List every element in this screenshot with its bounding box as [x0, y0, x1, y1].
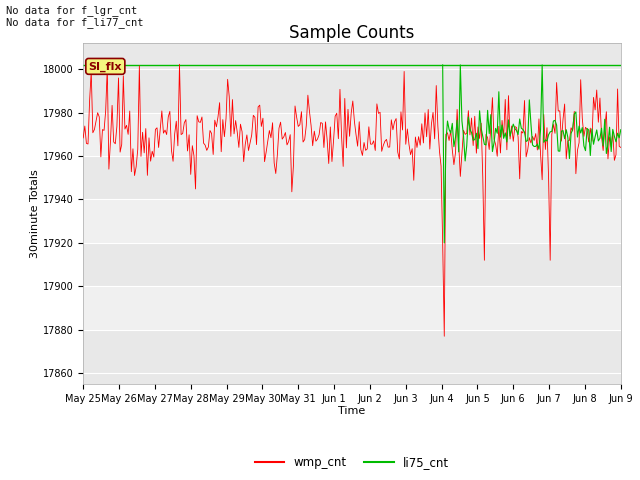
Bar — [83, 286, 621, 330]
wmp_cnt — [522, 154, 530, 160]
li75_cnt — [617, 127, 625, 132]
wmp_cnt — [175, 61, 183, 67]
Bar — [83, 330, 621, 373]
Line: li75_cnt: li75_cnt — [443, 65, 621, 243]
Legend: wmp_cnt, li75_cnt: wmp_cnt, li75_cnt — [250, 451, 454, 474]
wmp_cnt — [200, 140, 207, 146]
Bar — [83, 243, 621, 286]
li75_cnt — [439, 62, 447, 68]
Text: No data for f_lgr_cnt
No data for f_li77_cnt: No data for f_lgr_cnt No data for f_li77… — [6, 5, 144, 28]
wmp_cnt — [86, 97, 93, 103]
Text: SI_flx: SI_flx — [88, 61, 122, 72]
Bar — [83, 200, 621, 243]
Title: Sample Counts: Sample Counts — [289, 24, 415, 42]
wmp_cnt — [383, 136, 390, 142]
Line: wmp_cnt: wmp_cnt — [83, 64, 621, 336]
li75_cnt — [540, 140, 548, 145]
li75_cnt — [561, 136, 568, 142]
wmp_cnt — [79, 135, 87, 141]
wmp_cnt — [617, 144, 625, 150]
li75_cnt — [579, 125, 586, 131]
Y-axis label: 30minute Totals: 30minute Totals — [30, 169, 40, 258]
li75_cnt — [612, 139, 620, 144]
Bar — [83, 156, 621, 200]
Bar — [83, 113, 621, 156]
li75_cnt — [440, 240, 448, 246]
X-axis label: Time: Time — [339, 407, 365, 417]
wmp_cnt — [241, 141, 249, 147]
li75_cnt — [503, 139, 511, 145]
wmp_cnt — [529, 133, 536, 139]
li75_cnt — [569, 126, 577, 132]
wmp_cnt — [440, 334, 448, 339]
